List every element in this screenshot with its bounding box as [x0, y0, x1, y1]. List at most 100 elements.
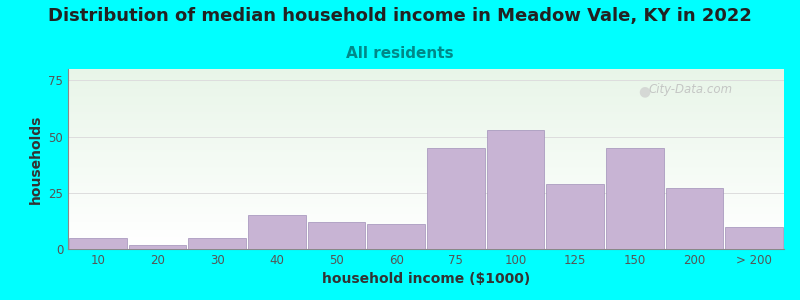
Bar	[68, 158, 784, 159]
Bar	[68, 216, 784, 217]
Bar	[68, 189, 784, 190]
Bar	[68, 217, 784, 218]
Bar	[68, 190, 784, 191]
Bar	[68, 80, 784, 81]
Bar	[68, 102, 784, 103]
Bar	[68, 123, 784, 124]
Bar	[68, 187, 784, 188]
Bar	[248, 215, 306, 249]
Bar	[68, 226, 784, 227]
Bar	[68, 191, 784, 192]
Bar	[68, 236, 784, 237]
Bar	[68, 74, 784, 75]
Bar	[68, 168, 784, 169]
Bar	[68, 182, 784, 183]
Bar	[68, 107, 784, 108]
Bar	[68, 152, 784, 153]
Bar	[68, 143, 784, 144]
Bar	[68, 164, 784, 165]
Bar	[68, 130, 784, 131]
Bar	[68, 234, 784, 235]
Bar	[68, 210, 784, 211]
Bar	[68, 224, 784, 225]
Bar	[68, 118, 784, 119]
Bar	[68, 79, 784, 80]
Bar	[68, 207, 784, 208]
Bar	[68, 165, 784, 166]
Bar	[68, 184, 784, 185]
Bar	[68, 112, 784, 113]
Bar	[68, 221, 784, 222]
Bar	[68, 242, 784, 243]
Bar	[68, 98, 784, 99]
Bar	[68, 223, 784, 224]
Bar	[68, 150, 784, 151]
Bar	[546, 184, 604, 249]
Bar	[68, 227, 784, 228]
Bar	[68, 117, 784, 118]
Bar	[68, 243, 784, 244]
Bar	[68, 170, 784, 171]
Bar	[129, 244, 186, 249]
Bar	[68, 219, 784, 220]
X-axis label: household income ($1000): household income ($1000)	[322, 272, 530, 286]
Bar	[68, 104, 784, 105]
Bar	[68, 185, 784, 186]
Bar	[427, 148, 485, 249]
Bar	[68, 208, 784, 209]
Bar	[367, 224, 425, 249]
Bar	[68, 171, 784, 172]
Bar	[68, 186, 784, 187]
Bar	[68, 144, 784, 145]
Bar	[68, 115, 784, 116]
Bar	[68, 83, 784, 84]
Bar	[68, 206, 784, 207]
Bar	[68, 229, 784, 230]
Bar	[68, 181, 784, 182]
Y-axis label: households: households	[29, 114, 42, 204]
Bar	[68, 162, 784, 163]
Bar	[68, 157, 784, 158]
Bar	[68, 135, 784, 136]
Bar	[68, 220, 784, 221]
Text: All residents: All residents	[346, 46, 454, 62]
Bar	[68, 76, 784, 77]
Bar	[726, 226, 783, 249]
Bar	[68, 212, 784, 213]
Bar	[68, 204, 784, 205]
Bar	[68, 148, 784, 149]
Bar	[68, 100, 784, 101]
Bar	[68, 149, 784, 150]
Bar	[68, 161, 784, 162]
Bar	[68, 174, 784, 175]
Bar	[68, 100, 784, 101]
Bar	[68, 178, 784, 179]
Bar	[68, 78, 784, 79]
Bar	[68, 103, 784, 104]
Bar	[68, 232, 784, 233]
Bar	[68, 194, 784, 195]
Bar	[68, 71, 784, 72]
Bar	[68, 237, 784, 238]
Bar	[68, 231, 784, 232]
Bar	[68, 222, 784, 223]
Bar	[68, 166, 784, 167]
Bar	[68, 155, 784, 156]
Bar	[68, 245, 784, 246]
Bar	[68, 133, 784, 134]
Bar	[68, 230, 784, 231]
Bar	[68, 169, 784, 170]
Bar	[68, 132, 784, 133]
Bar	[68, 126, 784, 127]
Bar	[68, 119, 784, 120]
Bar	[68, 131, 784, 132]
Bar	[68, 122, 784, 123]
Bar	[69, 238, 126, 249]
Bar	[68, 139, 784, 140]
Bar	[68, 215, 784, 216]
Bar	[68, 136, 784, 137]
Bar	[68, 89, 784, 90]
Bar	[606, 148, 664, 249]
Bar	[68, 73, 784, 74]
Bar	[68, 105, 784, 106]
